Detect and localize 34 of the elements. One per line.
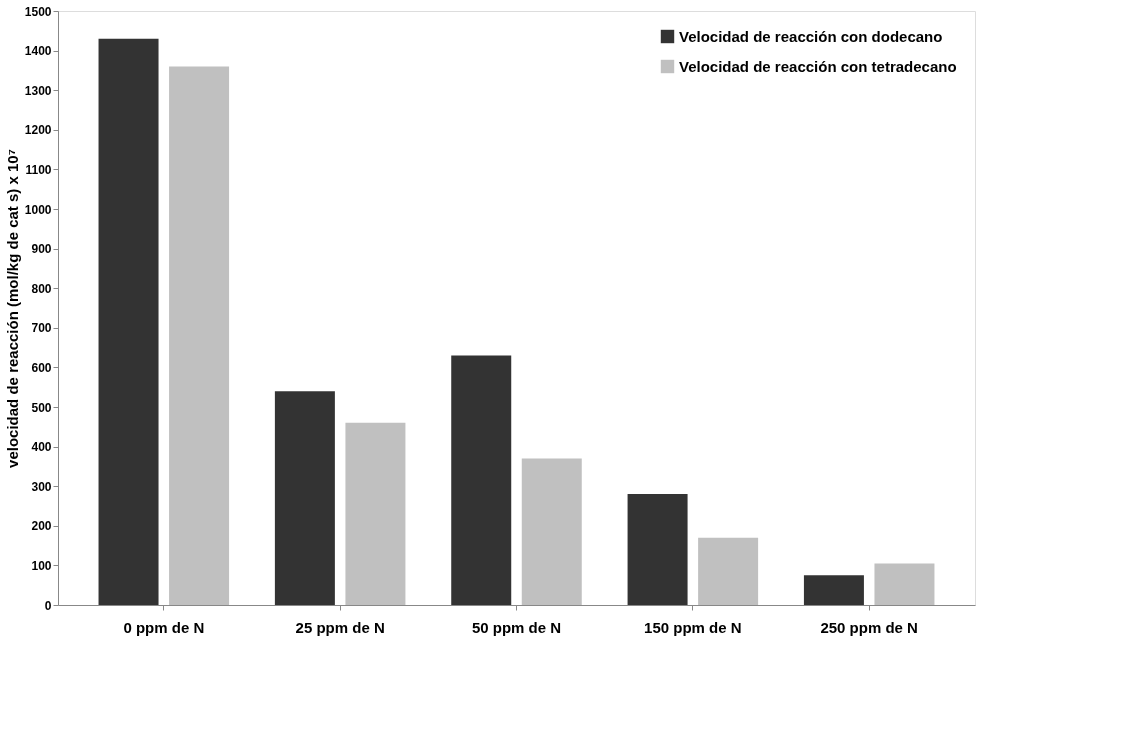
bar bbox=[627, 494, 688, 605]
y-tick-label: 500 bbox=[31, 400, 52, 415]
y-tick-label: 1300 bbox=[24, 83, 52, 98]
x-tick-label: 0 ppm de N bbox=[123, 618, 205, 636]
y-tick-label: 900 bbox=[31, 242, 52, 257]
bar bbox=[451, 355, 512, 605]
bar bbox=[803, 575, 864, 605]
y-tick-label: 1500 bbox=[24, 4, 52, 19]
x-tick-label: 50 ppm de N bbox=[471, 618, 562, 636]
bar bbox=[874, 563, 935, 605]
y-tick-label: 300 bbox=[31, 479, 52, 494]
y-tick-label: 700 bbox=[31, 321, 52, 336]
y-tick-label: 1000 bbox=[24, 202, 52, 217]
y-tick-label: 1400 bbox=[24, 44, 52, 59]
legend-label: Velocidad de reacción con dodecano bbox=[679, 27, 943, 45]
y-tick-label: 200 bbox=[31, 519, 52, 534]
legend-label: Velocidad de reacción con tetradecano bbox=[679, 57, 957, 75]
bar bbox=[274, 391, 335, 605]
y-tick-label: 600 bbox=[31, 360, 52, 375]
y-tick-label: 100 bbox=[31, 558, 52, 573]
bar bbox=[345, 422, 406, 605]
y-tick-label: 0 bbox=[44, 598, 52, 613]
y-axis-title: velocidad de reacción (mol/kg de cat s) x 10⁷ bbox=[3, 149, 21, 468]
bar bbox=[169, 66, 230, 605]
x-tick-label: 25 ppm de N bbox=[295, 618, 385, 636]
y-tick-label: 400 bbox=[31, 440, 52, 455]
x-tick-label: 150 ppm de N bbox=[644, 618, 742, 636]
y-tick-label: 800 bbox=[31, 281, 52, 296]
y-tick-label: 1200 bbox=[24, 123, 52, 138]
bar bbox=[698, 537, 759, 605]
bar bbox=[521, 458, 582, 605]
bar bbox=[98, 38, 159, 605]
y-tick-label: 1100 bbox=[25, 162, 52, 177]
x-tick-label: 250 ppm de N bbox=[820, 618, 918, 636]
